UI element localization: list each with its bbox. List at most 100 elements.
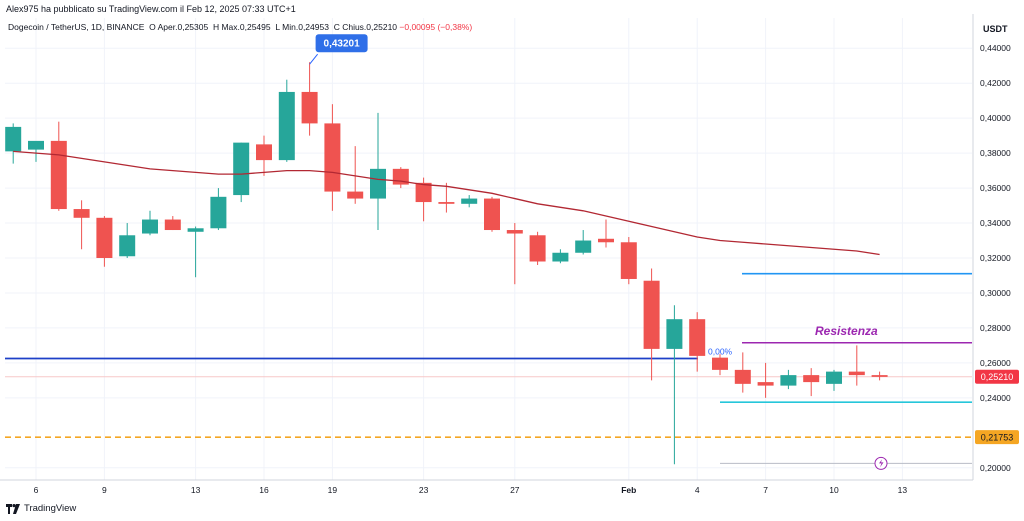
low-label: L [275, 22, 280, 32]
candle-body [256, 144, 272, 161]
candle-body [50, 140, 67, 210]
time-tick-label: 19 [328, 485, 338, 495]
footer-brand-label: TradingView [24, 503, 77, 514]
candle-body [848, 371, 865, 376]
open-label: O [149, 22, 156, 32]
candle [529, 231, 546, 265]
candle [484, 196, 500, 232]
candle [142, 210, 158, 236]
candle [187, 226, 204, 278]
annotations: 0,43201 Resistenza 0,00% 0,25210 0,21753 [309, 34, 1019, 470]
price-axis: 0,44000 0,42000 0,40000 0,38000 0,36000 0,340… [972, 14, 1011, 480]
price-tick-label: 0,34000 [980, 218, 1011, 228]
time-tick-label: Feb [621, 485, 636, 495]
max-pointer [309, 53, 318, 65]
candle [552, 249, 569, 264]
candle-body [210, 196, 227, 229]
close-value: Chius.0,25210 [342, 22, 398, 32]
candle [620, 237, 637, 285]
candle [598, 219, 614, 248]
candle-body [803, 375, 820, 383]
candle [5, 123, 22, 164]
candle-body [5, 126, 22, 152]
dashed-badge-box [975, 430, 1019, 445]
candle-body [506, 230, 523, 234]
candle-body [142, 219, 158, 234]
price-badge-box [975, 369, 1019, 384]
candle [210, 188, 227, 231]
price-tick-label: 0,42000 [980, 78, 1011, 88]
candle [826, 369, 842, 391]
candle [871, 371, 888, 381]
symbol-name: Dogecoin / TetherUS, 1D, BINANCE [8, 22, 145, 32]
price-tick-label: 0,32000 [980, 253, 1011, 263]
horizontal-levels [5, 272, 972, 464]
price-tick-label: 0,26000 [980, 358, 1011, 368]
candle [689, 312, 706, 372]
candle-body [620, 242, 637, 279]
candle-body [73, 209, 90, 218]
candle-body [347, 191, 364, 199]
candle [370, 112, 386, 231]
publisher-info: Alex975 ha pubblicato su TradingView.com… [6, 4, 296, 14]
moving-average-line [13, 150, 880, 256]
close-label: C [333, 22, 340, 32]
candle [803, 368, 820, 397]
price-tick-label: 0,28000 [980, 323, 1011, 333]
time-tick-label: 13 [898, 485, 908, 495]
candle-body [278, 91, 295, 161]
candle-body [757, 382, 774, 386]
candle-body [370, 168, 386, 199]
candle-body [438, 202, 455, 204]
candle-body [119, 235, 136, 257]
price-tick-label: 0,20000 [980, 463, 1011, 473]
candle [780, 369, 797, 390]
high-value: Max.0,25495 [221, 22, 271, 32]
candle [347, 146, 364, 204]
lightning-bolt [879, 459, 884, 468]
candle [324, 104, 341, 211]
candle-body [780, 375, 797, 386]
candle-body [301, 91, 318, 124]
price-badge: 0,25210 [981, 372, 1014, 382]
candle-body [689, 319, 706, 356]
candle [643, 268, 660, 381]
candle-body [552, 252, 569, 262]
candle [119, 223, 136, 258]
candle-body [484, 198, 500, 231]
price-tick-label: 0,36000 [980, 183, 1011, 193]
candle-body [187, 228, 204, 232]
currency-label: USDT [983, 24, 1008, 34]
candle-body [324, 123, 341, 192]
candle [734, 352, 751, 393]
candle [848, 345, 865, 386]
candle [461, 195, 478, 208]
candle-body [415, 182, 432, 203]
low-value: Min.0,24953 [282, 22, 329, 32]
footer-brand[interactable]: TradingView [6, 503, 76, 514]
candle-body [529, 235, 546, 262]
price-tick-label: 0,44000 [980, 43, 1011, 53]
change-value: −0,00095 (−0,38%) [399, 22, 473, 32]
time-tick-label: 4 [695, 485, 700, 495]
time-tick-label: 23 [419, 485, 429, 495]
time-tick-label: 9 [102, 485, 107, 495]
candle [438, 182, 455, 213]
candle [301, 62, 318, 136]
candle-body [598, 238, 614, 243]
candle [96, 216, 113, 267]
candle-body [734, 369, 751, 384]
candle [666, 305, 683, 465]
max-label-box [315, 34, 368, 53]
candle [712, 354, 728, 376]
candle [575, 230, 592, 255]
candle-body [826, 371, 842, 384]
time-tick-label: 6 [34, 485, 39, 495]
candle-body [643, 280, 660, 349]
open-value: Aper.0,25305 [157, 22, 209, 32]
candle [28, 140, 44, 162]
time-tick-label: 7 [763, 485, 768, 495]
time-tick-label: 16 [259, 485, 269, 495]
candles [5, 62, 888, 465]
